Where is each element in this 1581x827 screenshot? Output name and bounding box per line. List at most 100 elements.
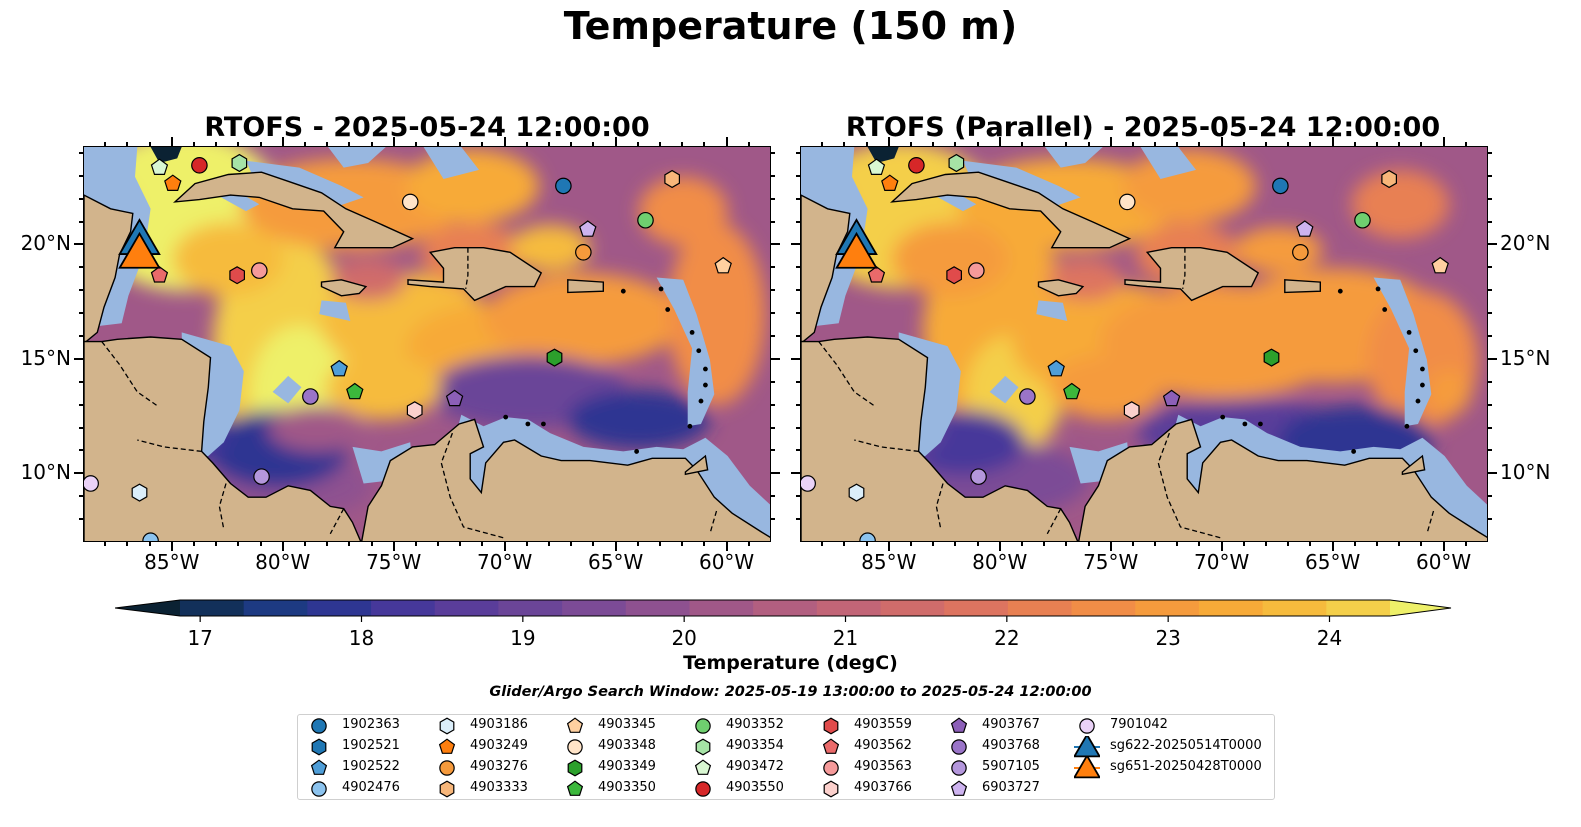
country-border [1046,508,1062,535]
lat-tick [796,518,800,521]
land-south [361,418,770,541]
shelf-region [656,277,715,427]
lon-tick [636,142,639,146]
colorbar-bin [689,600,754,616]
lon-tick-label: 65°W [1305,550,1361,574]
lat-tick [796,426,800,429]
legend-label: 4903345 [598,717,656,732]
lon-tick [887,542,890,551]
lon-tick [370,542,373,546]
lat-tick [796,289,800,292]
lat-tick-label: 10°N [1500,460,1551,485]
legend-marker [567,739,583,755]
legend-label: 4903276 [470,759,528,774]
small-island [698,398,704,404]
platform-marker-6903727 [1296,220,1314,237]
colorbar-tick-label: 17 [187,626,212,650]
shelf-region [319,300,351,321]
lat-tick [1488,151,1492,154]
lat-tick [74,472,83,475]
platform-marker-4903354 [948,153,965,173]
platform-marker-4903348 [1118,193,1136,211]
country-border [709,510,718,534]
shelf-region [1140,147,1196,179]
lat-tick [1488,334,1492,337]
lon-tick [548,542,551,546]
lon-tick-label: 65°W [588,550,644,574]
lat-tick [79,174,83,177]
legend-label: 5907105 [982,759,1040,774]
legend-label: 4903559 [854,717,912,732]
land-central [801,336,1079,541]
pentagon-marker-icon [566,717,584,733]
legend-marker [439,717,455,735]
legend-marker [439,780,455,798]
lat-tick [79,495,83,498]
lon-tick [1309,142,1312,146]
platform-marker-4903352 [1354,211,1371,229]
temperature-blob [268,405,366,452]
hexagon-marker-icon [311,738,327,756]
lat-tick [791,472,800,475]
platform-marker-4903768 [1019,388,1036,405]
lon-tick [170,137,173,146]
legend-label: 1902363 [342,717,400,732]
legend-label: 1902521 [342,738,400,753]
lat-tick-label: 15°N [1500,345,1551,370]
lon-tick [570,142,573,146]
legend-label: 4903249 [470,738,528,753]
lat-tick [79,426,83,429]
lon-tick [1043,542,1046,546]
lon-tick [281,542,284,551]
lat-tick [796,495,800,498]
temperature-blob [510,224,591,271]
platform-marker-4903563 [251,262,268,279]
lon-tick [747,142,750,146]
platform-marker-1902522 [330,359,348,377]
colorbar-extend-max [1390,600,1451,616]
hexagon-marker-icon [823,717,839,735]
platform-marker-4903186 [131,483,148,502]
lat-tick [796,220,800,223]
colorbar-bin [944,600,1009,616]
legend-marker [951,739,967,755]
lat-tick [1488,220,1492,223]
lat-tick [79,449,83,452]
lon-tick [370,142,373,146]
pentagon-marker-icon [310,759,328,775]
lat-tick [79,518,83,521]
lat-tick [796,312,800,315]
lon-tick [659,542,662,546]
small-island [687,423,693,429]
lon-tick [570,542,573,546]
platform-marker-4903354 [231,153,248,173]
pentagon-marker-icon [694,759,712,775]
lon-tick [126,542,129,546]
lon-tick [614,542,617,551]
panel-title-rtofs: RTOFS - 2025-05-24 12:00:00 [204,112,650,143]
small-island [703,366,708,372]
platform-legend: 1902363 1902521 1902522 4902476 4903186 49032… [297,714,1275,800]
legend-marker [822,738,840,754]
legend-label: 4903563 [854,759,912,774]
lon-tick [976,142,979,146]
pentagon-marker-icon [950,717,968,733]
land-jamaica [320,279,368,297]
small-island [658,286,664,292]
lon-tick [303,542,306,546]
hexagon-marker-icon [439,780,455,798]
small-island [1375,286,1381,292]
lon-tick [1287,542,1290,546]
lon-tick [1087,542,1090,546]
pentagon-marker-icon [822,738,840,754]
temperature-blob [1049,355,1165,420]
lon-tick [821,142,824,146]
country-border [1426,510,1435,534]
small-island [1351,449,1357,454]
lon-tick [1265,542,1268,546]
legend-marker [311,738,327,756]
legend-marker [823,760,839,776]
small-island [689,330,695,335]
platform-marker-4903472 [150,158,169,175]
legend-label: 4903186 [470,717,528,732]
